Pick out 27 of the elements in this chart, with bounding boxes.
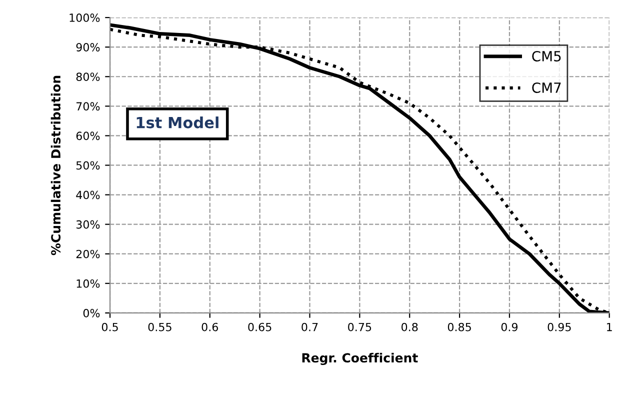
- y-tick-label: 0%: [83, 308, 100, 318]
- y-tick-label: 70%: [76, 102, 100, 111]
- x-tick-label: 0.65: [248, 322, 272, 332]
- y-tick-label: 50%: [76, 161, 100, 170]
- legend-label: CM5: [532, 50, 561, 62]
- y-tick-label: 20%: [76, 250, 100, 258]
- y-tick-label: 90%: [76, 43, 100, 52]
- x-tick-label: 0.55: [148, 322, 172, 332]
- x-tick-label: 0.6: [202, 322, 218, 332]
- x-tick-label: 1: [607, 323, 612, 332]
- y-tick-label: 10%: [76, 279, 100, 288]
- y-tick-label: 60%: [76, 132, 100, 140]
- x-tick-label: 0.85: [448, 322, 471, 332]
- annotation: 1st Model: [136, 116, 218, 128]
- y-tick-label: 30%: [76, 220, 100, 229]
- y-tick-label: 80%: [76, 72, 100, 81]
- x-tick-label: 0.9: [501, 322, 518, 332]
- x-tick-label: 0.7: [302, 322, 318, 332]
- y-axis-title: %Cumulative Distribution: [50, 76, 61, 256]
- x-tick-label: 0.75: [348, 322, 372, 332]
- x-tick-label: 0.8: [402, 322, 418, 332]
- x-tick-label: 0.5: [102, 322, 118, 332]
- y-tick-label: 40%: [76, 190, 100, 200]
- y-tick-label: 100%: [70, 14, 100, 22]
- x-tick-label: 0.95: [548, 322, 571, 332]
- legend-label: CM7: [532, 82, 561, 93]
- x-axis-title: Regr. Coefficient: [302, 352, 418, 366]
